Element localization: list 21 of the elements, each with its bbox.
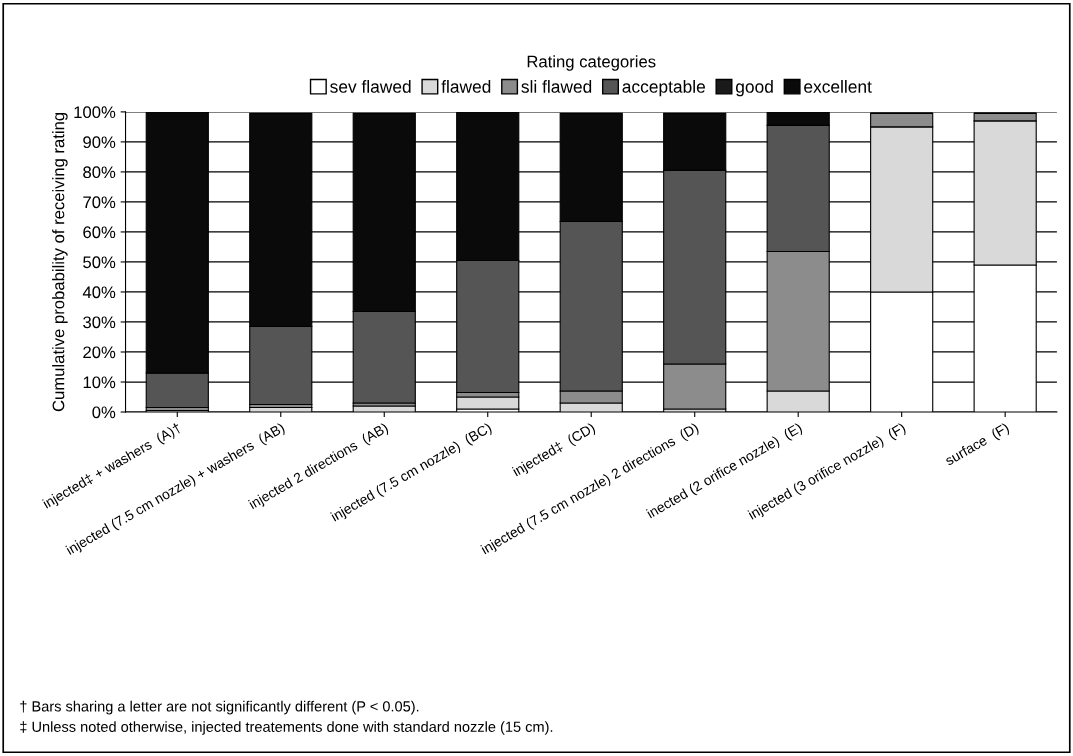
y-tick-label: 70% bbox=[83, 196, 116, 209]
legend-label: excellent bbox=[804, 80, 872, 93]
legend-title: Rating categories bbox=[527, 55, 656, 71]
legend-label: acceptable bbox=[622, 80, 705, 97]
legend-label: sli flawed bbox=[521, 80, 592, 93]
text: ‡ Unless noted otherwise, injected treatements done with standard nozzle (15 cm). bbox=[20, 721, 553, 735]
y-tick-label: 10% bbox=[83, 376, 116, 389]
legend-label: flawed bbox=[441, 80, 491, 93]
y-tick-label: 40% bbox=[82, 286, 116, 299]
y-tick-label: 60% bbox=[83, 226, 116, 239]
legend-label: sev flawed bbox=[330, 80, 411, 93]
y-tick-label: 50% bbox=[83, 256, 116, 269]
y-tick-label: 20% bbox=[83, 346, 116, 359]
y-tick-label: 0% bbox=[92, 406, 116, 419]
y-tick-label: 90% bbox=[83, 136, 116, 149]
y-tick-label: 100% bbox=[74, 106, 116, 119]
legend-label: good bbox=[735, 80, 773, 97]
text: † Bars sharing a letter are not significantly different (P < 0.05). bbox=[20, 700, 419, 715]
y-tick-label: 30% bbox=[83, 316, 116, 329]
y-tick-label: 80% bbox=[83, 166, 116, 179]
y-axis-title: Cumulative probability of receiving rating bbox=[52, 112, 68, 412]
